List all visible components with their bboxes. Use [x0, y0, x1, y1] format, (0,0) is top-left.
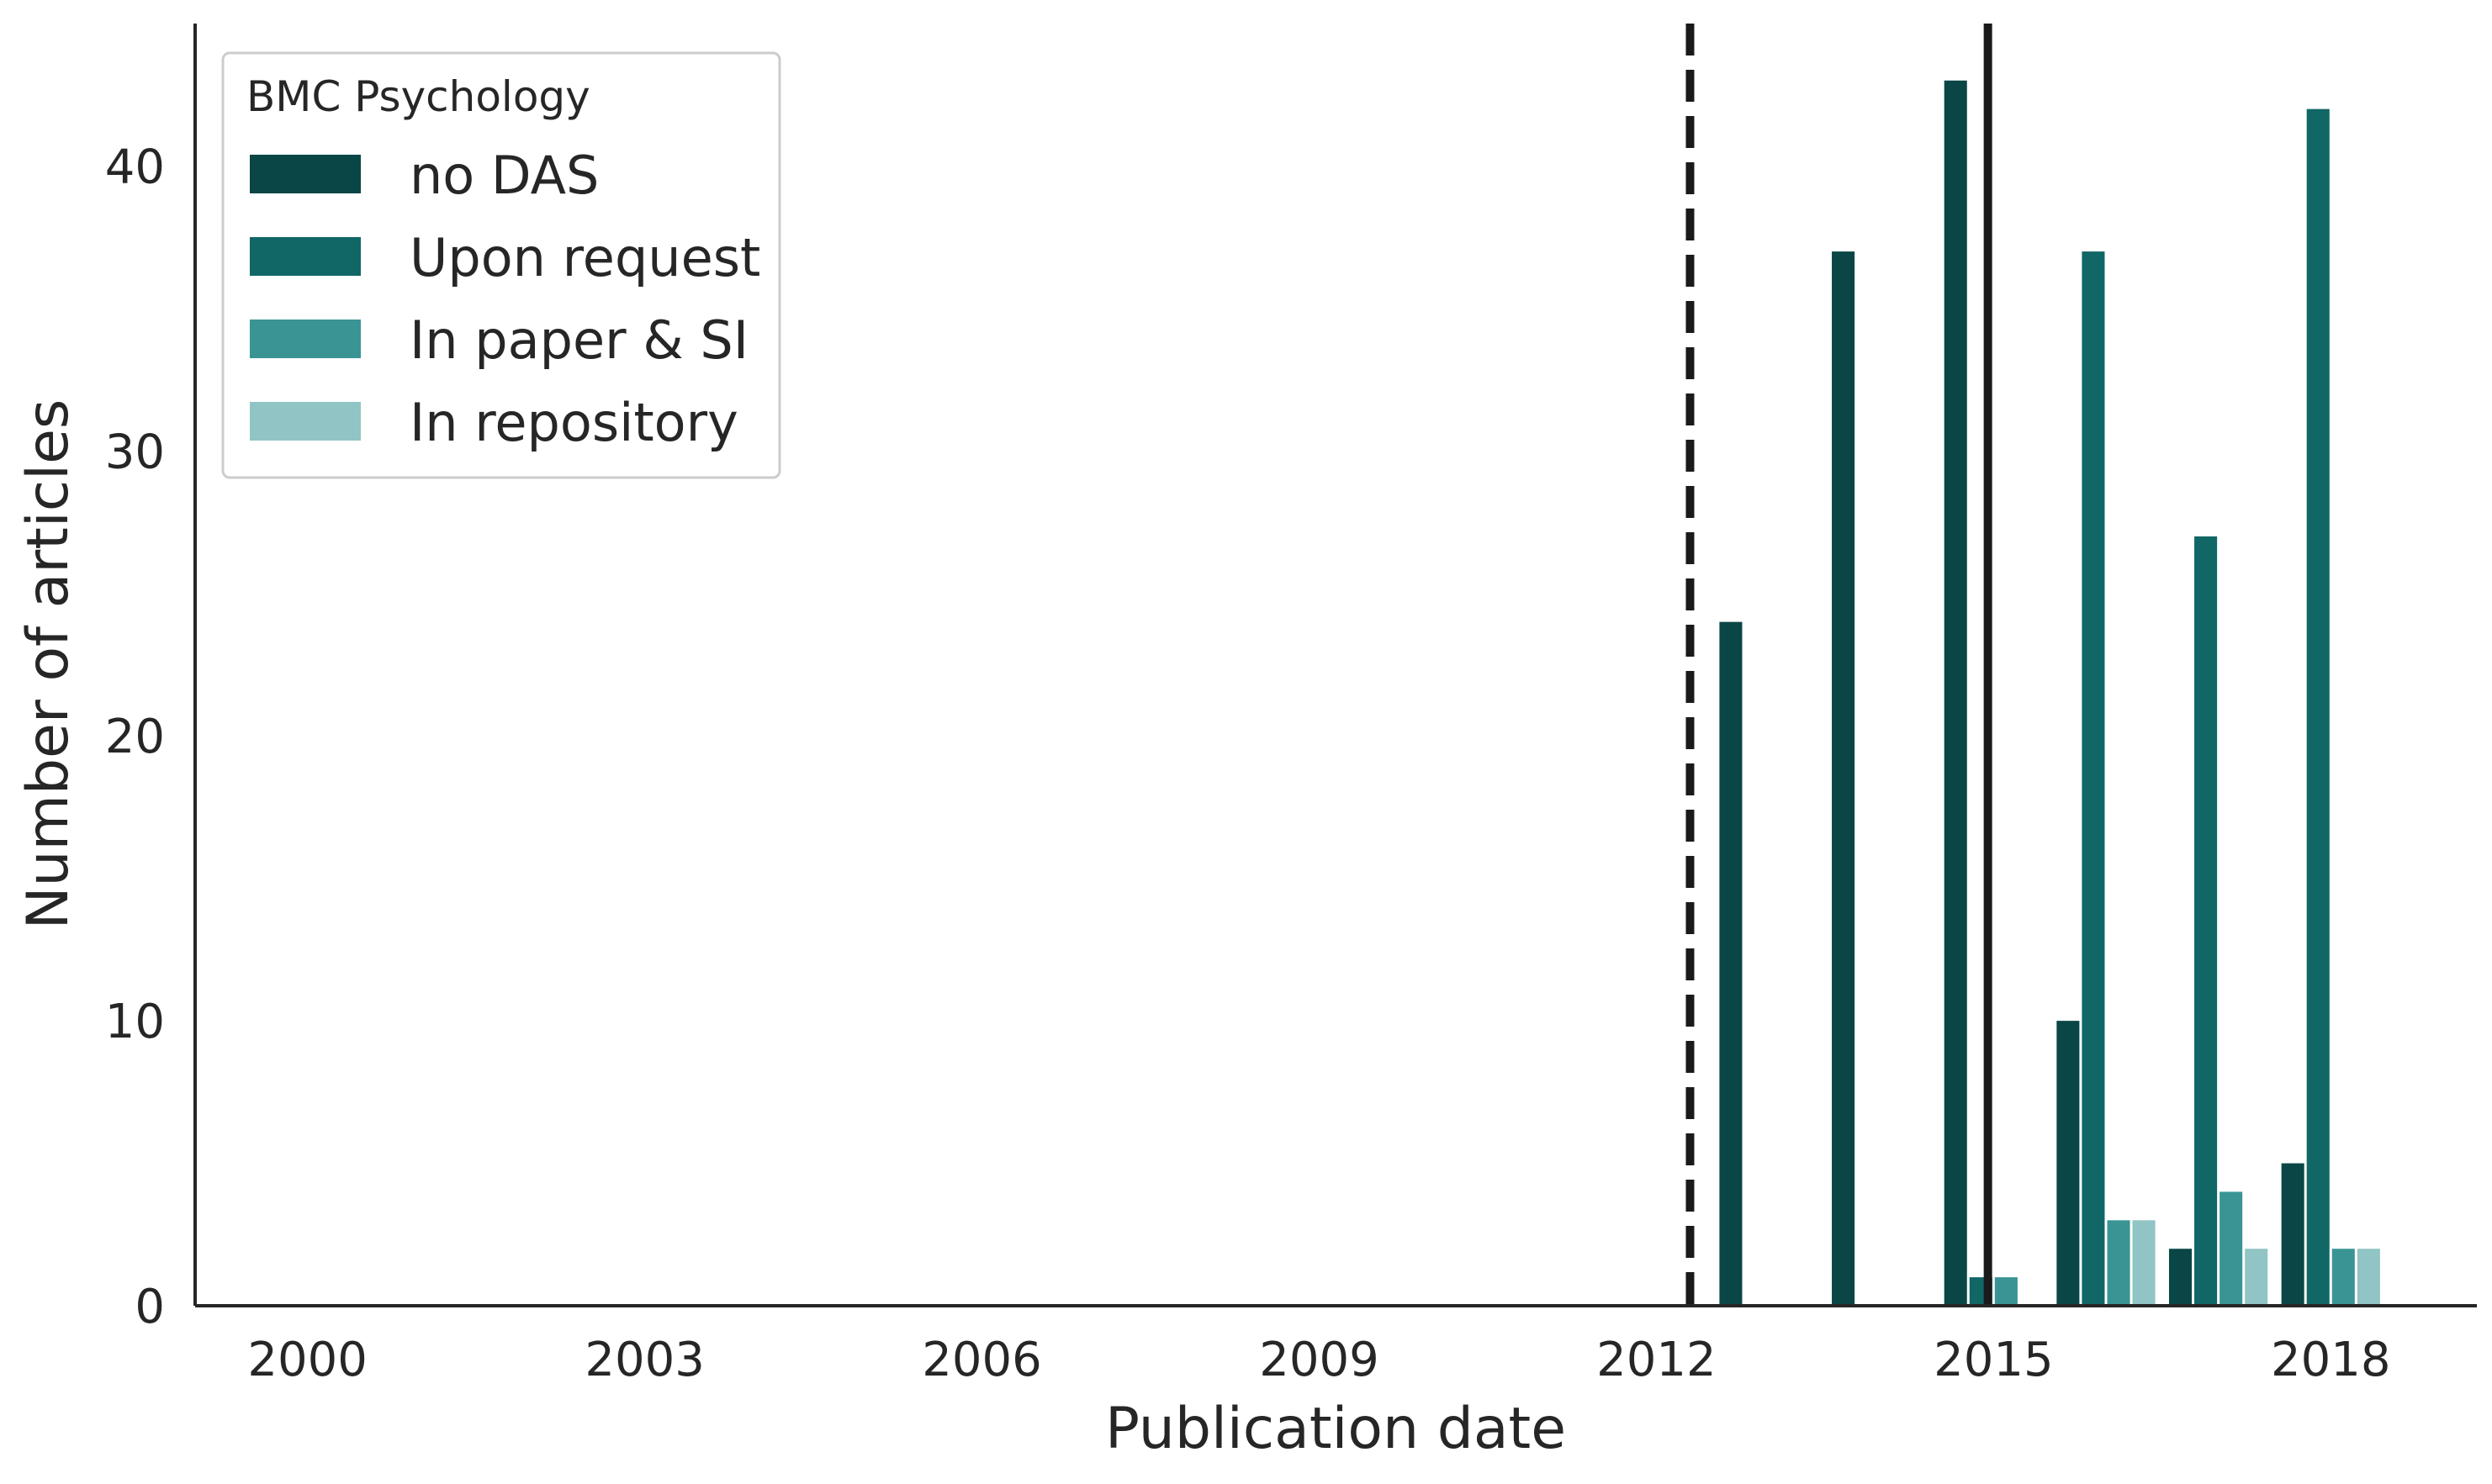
y-tick-label: 10	[105, 995, 165, 1049]
bar-no-das-2017	[2168, 1249, 2193, 1306]
bar-in-paper-si-2018	[2331, 1249, 2355, 1306]
y-tick-label: 20	[105, 710, 165, 764]
legend-swatch-in-repository	[250, 402, 361, 441]
legend-items: no DAS Upon request In paper & SI In reposi…	[250, 145, 760, 453]
y-tick-label: 0	[135, 1280, 165, 1334]
legend: BMC Psychology no DAS Upon request In pape…	[221, 51, 781, 479]
bar-upon-request-2017	[2194, 536, 2218, 1306]
y-axis-title: Number of articles	[15, 399, 82, 930]
legend-swatch-no-das	[250, 155, 361, 193]
legend-swatch-in-paper-si	[250, 320, 361, 358]
reference-lines	[1685, 24, 1992, 1306]
x-tick-label: 2009	[1259, 1333, 1379, 1387]
x-axis-title: Publication date	[1105, 1396, 1566, 1462]
bar-in-paper-si-2016	[2107, 1220, 2130, 1306]
legend-label-upon-request: Upon request	[410, 227, 760, 288]
bar-upon-request-2016	[2082, 251, 2105, 1307]
bar-in-paper-si-2015	[1994, 1277, 2018, 1306]
x-tick-label: 2003	[585, 1333, 705, 1387]
legend-label-in-repository: In repository	[410, 392, 738, 453]
legend-label-in-paper-si: In paper & SI	[410, 309, 749, 371]
bar-in-repository-2016	[2132, 1220, 2156, 1306]
x-tick-label: 2000	[247, 1333, 368, 1387]
y-tick-label: 40	[105, 140, 165, 194]
bar-no-das-2013	[1719, 621, 1743, 1306]
bar-no-das-2016	[2056, 1021, 2080, 1306]
x-tick-label: 2015	[1934, 1333, 2054, 1387]
bar-in-repository-2017	[2245, 1249, 2268, 1306]
bar-no-das-2015	[1944, 80, 1967, 1306]
bar-upon-request-2018	[2306, 108, 2330, 1307]
bar-series-group	[1719, 80, 2380, 1307]
bar-no-das-2014	[1832, 251, 1855, 1307]
y-tick-labels: 0 10 20 30 40	[105, 140, 165, 1334]
bar-in-paper-si-2017	[2220, 1191, 2243, 1306]
legend-label-no-das: no DAS	[410, 145, 599, 206]
y-tick-label: 30	[105, 425, 165, 479]
axes	[193, 24, 2477, 1307]
x-tick-label: 2012	[1596, 1333, 1717, 1387]
x-tick-labels: 2000 2003 2006 2009 2012 2015 2018	[247, 1333, 2390, 1387]
bar-in-repository-2018	[2357, 1249, 2380, 1306]
legend-title: BMC Psychology	[246, 72, 590, 121]
x-tick-label: 2018	[2271, 1333, 2391, 1387]
x-tick-label: 2006	[922, 1333, 1042, 1387]
legend-swatch-upon-request	[250, 237, 361, 276]
legend-frame	[221, 51, 781, 479]
bar-no-das-2018	[2281, 1163, 2304, 1306]
